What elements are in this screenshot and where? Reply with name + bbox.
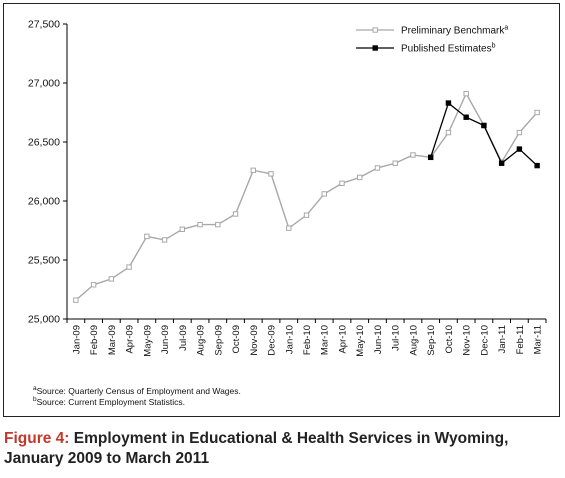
data-point-preliminary [286, 225, 292, 231]
data-point-preliminary [126, 264, 132, 270]
x-tick-label: Sep-09 [213, 325, 224, 356]
x-tick-label: Jan-10 [284, 325, 295, 354]
data-point-published [498, 160, 505, 166]
legend-label-superscript: a [504, 25, 508, 32]
data-point-preliminary [339, 180, 345, 187]
data-point-preliminary [73, 297, 79, 303]
data-point-preliminary [463, 90, 469, 97]
footnote-b-marker: b [33, 396, 37, 403]
data-point-preliminary [268, 171, 274, 177]
data-point-preliminary [232, 211, 239, 217]
footnote-a-marker: a [33, 385, 37, 392]
y-tick-label: 27,000 [28, 78, 60, 90]
x-tick-label: Feb-09 [89, 325, 100, 355]
x-tick-label: Jun-09 [160, 325, 171, 354]
data-point-published [427, 154, 434, 161]
x-tick-label: Apr-09 [125, 325, 136, 354]
x-tick-label: Sep-10 [426, 325, 437, 356]
x-tick-label: Mar-09 [107, 325, 118, 355]
data-point-preliminary [445, 129, 452, 136]
data-point-preliminary [215, 221, 221, 228]
data-point-preliminary [357, 174, 363, 181]
x-tick-label: Nov-09 [249, 325, 260, 356]
x-tick-label: Jan-09 [71, 325, 82, 354]
data-point-published [534, 162, 540, 169]
legend-swatch-marker [372, 45, 378, 51]
data-point-preliminary [534, 109, 540, 116]
series-line-preliminary-benchmark [75, 92, 538, 301]
x-tick-label: Nov-10 [462, 325, 473, 356]
x-tick-label: Oct-10 [444, 325, 455, 354]
figure-caption: Figure 4: Employment in Educational & He… [4, 429, 560, 469]
figure-title: Employment in Educational & Health Servi… [4, 430, 509, 467]
x-tick-label: Jun-10 [373, 325, 384, 354]
footnote-b-text: Source: Current Employment Statistics. [36, 396, 185, 407]
data-point-preliminary [303, 212, 310, 218]
data-point-published [516, 146, 523, 152]
legend-label: Preliminary Benchmarka [401, 25, 508, 37]
y-tick-label: 26,000 [28, 196, 60, 208]
x-tick-label: May-09 [142, 325, 153, 357]
x-tick-label: Aug-09 [196, 325, 207, 356]
y-tick-label: 27,500 [28, 19, 60, 31]
data-point-preliminary [410, 152, 416, 158]
line-chart: 25,000 25,500 26,000 26,500 27,000 27,500 Jan-… [28, 19, 547, 357]
x-tick-label: Oct-09 [231, 325, 242, 354]
figure-label: Figure 4: [4, 430, 70, 447]
x-tick-label: Mar-10 [320, 325, 331, 355]
data-point-published [481, 122, 487, 129]
x-tick-label: Jul-09 [178, 325, 189, 351]
data-point-preliminary [250, 167, 256, 174]
data-point-preliminary [516, 129, 523, 136]
x-tick-label: May-10 [355, 325, 366, 357]
x-tick-label: Mar-11 [533, 325, 544, 354]
chart-frame: 25,000 25,500 26,000 26,500 27,000 27,500 Jan-… [3, 3, 560, 417]
x-tick-label: Dec-09 [267, 325, 278, 356]
data-point-preliminary [161, 237, 168, 243]
footnote-a-text: Source: Quarterly Census of Employment a… [36, 385, 241, 396]
data-point-preliminary [90, 282, 97, 288]
footnote-a: aSource: Quarterly Census of Employment … [33, 384, 241, 396]
data-point-published [445, 100, 452, 106]
x-tick-label: Feb-10 [302, 325, 313, 355]
data-point-preliminary [197, 221, 203, 228]
data-point-preliminary [179, 226, 186, 233]
x-tick-label: Feb-11 [515, 325, 526, 354]
x-tick-label: Apr-10 [337, 325, 348, 354]
data-point-published [463, 114, 469, 120]
y-tick-label: 26,500 [28, 137, 60, 149]
x-tick-label: Jan-11 [497, 325, 508, 353]
x-tick-label: Dec-10 [479, 325, 490, 356]
footnote-b: bSource: Current Employment Statistics. [33, 395, 185, 407]
y-tick-label: 25,000 [28, 314, 60, 326]
data-point-preliminary [144, 233, 150, 240]
data-point-preliminary [108, 276, 115, 282]
legend-label: Published Estimatesb [401, 43, 496, 55]
x-tick-label: Aug-10 [408, 325, 419, 356]
legend-swatch-marker [372, 27, 378, 33]
x-tick-label: Jul-10 [391, 325, 402, 351]
legend-label-superscript: b [492, 43, 496, 50]
data-point-preliminary [392, 160, 398, 166]
y-tick-label: 25,500 [28, 255, 60, 267]
data-point-preliminary [374, 165, 381, 171]
data-point-preliminary [321, 191, 327, 197]
